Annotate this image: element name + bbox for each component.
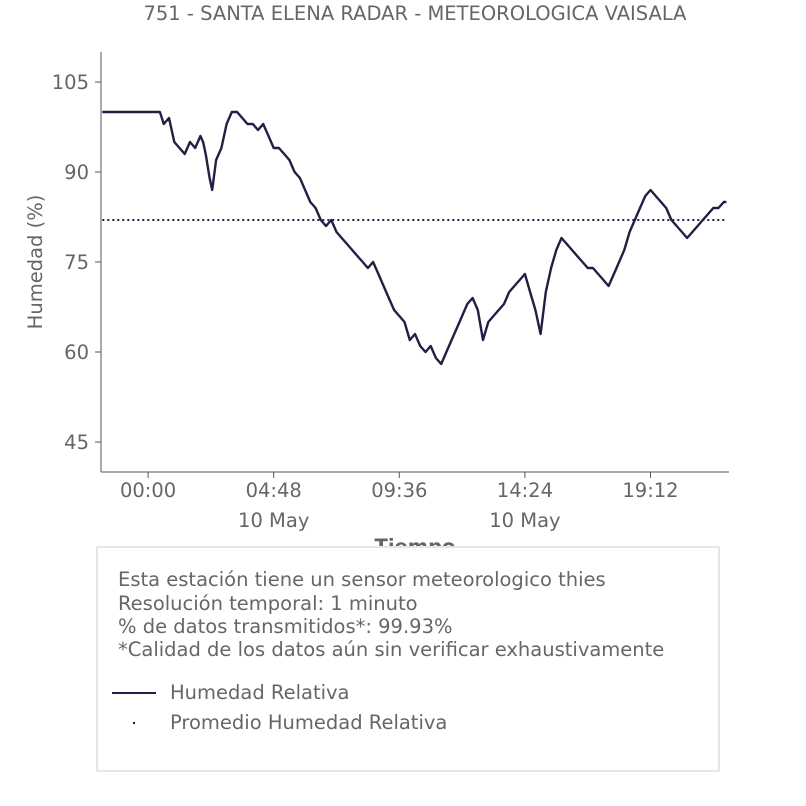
chart-axes (100, 52, 729, 473)
info-transmitted-text: % de datos transmitidos*: 99.93% (118, 615, 453, 638)
legend-label-promedio: Promedio Humedad Relativa (170, 711, 448, 734)
info-sensor-text: Esta estación tiene un sensor meteorolog… (118, 568, 606, 591)
series-layer (102, 110, 727, 366)
x-tick-label: 09:36 (371, 479, 427, 502)
legend-solid-line-icon (112, 692, 156, 694)
x-ticks: 00:00 04:48 10 May 09:36 14:24 10 May 19:12 (120, 472, 679, 532)
x-tick-date-label: 10 May (489, 509, 560, 532)
x-tick-label: 14:24 (497, 479, 553, 502)
y-tick-label: 75 (64, 251, 89, 274)
y-tick-label: 90 (64, 161, 89, 184)
info-resolution-text: Resolución temporal: 1 minuto (118, 592, 418, 615)
series-line-humedad (102, 110, 727, 366)
y-tick-label: 45 (64, 431, 89, 454)
x-tick-label: 04:48 (246, 479, 302, 502)
y-ticks: 45 60 75 90 105 (52, 71, 101, 454)
legend-dot-icon (133, 722, 135, 724)
y-axis-label: Humedad (%) (24, 195, 47, 330)
x-tick-date-label: 10 May (238, 509, 309, 532)
x-tick-label: 19:12 (622, 479, 678, 502)
y-tick-label: 60 (64, 341, 89, 364)
info-quality-text: *Calidad de los datos aún sin verificar … (118, 638, 665, 661)
x-tick-label: 00:00 (120, 479, 176, 502)
legend-label-humedad: Humedad Relativa (170, 681, 350, 704)
y-tick-label: 105 (52, 71, 89, 94)
humidity-chart: 45 60 75 90 105 00:00 04:48 10 May 09:36 14:24 10… (24, 52, 729, 558)
chart-title: 751 - SANTA ELENA RADAR - METEOROLOGICA … (143, 2, 687, 25)
info-legend-box: Esta estación tiene un sensor meteorolog… (96, 546, 720, 772)
